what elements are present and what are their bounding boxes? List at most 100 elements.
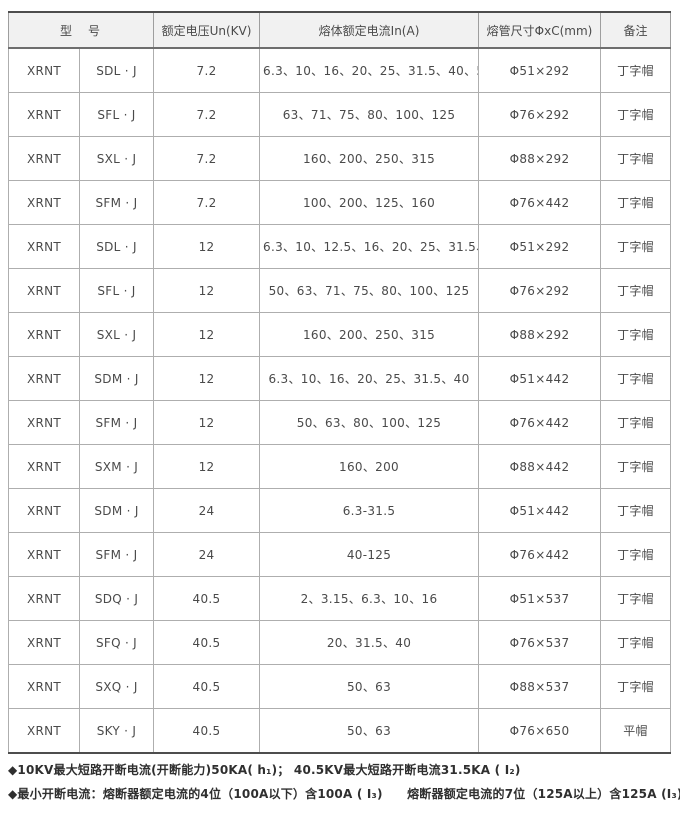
cell-cap-type: 丁字帽 [600, 92, 672, 137]
cell-series: XRNT [8, 620, 80, 665]
cell-model: SDM · J [78, 356, 155, 401]
cell-model: SDL · J [78, 224, 155, 269]
cell-voltage: 12 [153, 400, 261, 445]
cell-currents: 160、200、250、315 [259, 136, 480, 181]
cell-series: XRNT [8, 268, 80, 313]
table-row: XRNT SFM · J 7.2 100、200、125、160 Φ76×442… [8, 180, 672, 225]
table-row: XRNT SKY · J 40.5 50、63 Φ76×650 平帽 [8, 708, 672, 754]
cell-size: Φ88×292 [478, 136, 602, 181]
cell-voltage: 7.2 [153, 136, 261, 181]
table-row: XRNT SDM · J 24 6.3-31.5 Φ51×442 丁字帽 [8, 488, 672, 533]
cell-currents: 6.3、10、16、20、25、31.5、40、50 [259, 47, 480, 93]
cell-currents: 2、3.15、6.3、10、16 [259, 576, 480, 621]
table-row: XRNT SDL · J 12 6.3、10、12.5、16、20、25、31.… [8, 224, 672, 269]
cell-size: Φ88×537 [478, 664, 602, 709]
table-row: XRNT SDM · J 12 6.3、10、16、20、25、31.5、40 … [8, 356, 672, 401]
cell-currents: 100、200、125、160 [259, 180, 480, 225]
cell-series: XRNT [8, 576, 80, 621]
cell-cap-type: 丁字帽 [600, 356, 672, 401]
cell-size: Φ76×442 [478, 400, 602, 445]
footnote-breaking-capacity: ◆10KV最大短路开断电流(开断能力)50KA( h₁)； 40.5KV最大短路… [8, 763, 521, 777]
cell-size: Φ76×442 [478, 180, 602, 225]
cell-size: Φ76×442 [478, 532, 602, 577]
cell-model: SKY · J [78, 708, 155, 754]
cell-size: Φ51×292 [478, 224, 602, 269]
cell-size: Φ76×537 [478, 620, 602, 665]
table-row: XRNT SXL · J 7.2 160、200、250、315 Φ88×292… [8, 136, 672, 181]
cell-size: Φ51×442 [478, 488, 602, 533]
cell-voltage: 7.2 [153, 47, 261, 93]
fuse-spec-table: 型 号 额定电压Un(KV) 熔体额定电流In(A) 熔管尺寸ΦxC(mm) 备… [7, 11, 672, 754]
cell-model: SFM · J [78, 400, 155, 445]
cell-voltage: 12 [153, 268, 261, 313]
table-row: XRNT SFL · J 12 50、63、71、75、80、100、125 Φ… [8, 268, 672, 313]
cell-series: XRNT [8, 312, 80, 357]
cell-currents: 6.3、10、12.5、16、20、25、31.5、40 [259, 224, 480, 269]
cell-size: Φ51×442 [478, 356, 602, 401]
cell-voltage: 24 [153, 488, 261, 533]
cell-model: SDL · J [78, 47, 155, 93]
cell-model: SXM · J [78, 444, 155, 489]
cell-size: Φ76×292 [478, 92, 602, 137]
cell-voltage: 12 [153, 356, 261, 401]
cell-currents: 63、71、75、80、100、125 [259, 92, 480, 137]
cell-series: XRNT [8, 532, 80, 577]
cell-model: SFM · J [78, 180, 155, 225]
table-row: XRNT SFL · J 7.2 63、71、75、80、100、125 Φ76… [8, 92, 672, 137]
cell-series: XRNT [8, 708, 80, 754]
cell-currents: 40-125 [259, 532, 480, 577]
cell-currents: 6.3-31.5 [259, 488, 480, 533]
cell-model: SDM · J [78, 488, 155, 533]
table-row: XRNT SFQ · J 40.5 20、31.5、40 Φ76×537 丁字帽 [8, 620, 672, 665]
table-row: XRNT SFM · J 24 40-125 Φ76×442 丁字帽 [8, 532, 672, 577]
header-voltage: 额定电压Un(KV) [153, 11, 261, 49]
cell-size: Φ76×650 [478, 708, 602, 754]
cell-voltage: 40.5 [153, 708, 261, 754]
cell-voltage: 24 [153, 532, 261, 577]
header-model: 型 号 [7, 11, 155, 49]
table-row: XRNT SDL · J 7.2 6.3、10、16、20、25、31.5、40… [8, 47, 672, 93]
cell-model: SFQ · J [78, 620, 155, 665]
cell-cap-type: 丁字帽 [600, 664, 672, 709]
cell-series: XRNT [8, 224, 80, 269]
cell-voltage: 12 [153, 444, 261, 489]
table-row: XRNT SXQ · J 40.5 50、63 Φ88×537 丁字帽 [8, 664, 672, 709]
cell-model: SFM · J [78, 532, 155, 577]
cell-voltage: 40.5 [153, 576, 261, 621]
header-current: 熔体额定电流In(A) [259, 11, 480, 49]
cell-size: Φ88×442 [478, 444, 602, 489]
cell-model: SXL · J [78, 312, 155, 357]
header-remark: 备注 [600, 11, 672, 49]
cell-voltage: 40.5 [153, 664, 261, 709]
cell-currents: 50、63、71、75、80、100、125 [259, 268, 480, 313]
cell-size: Φ51×537 [478, 576, 602, 621]
cell-size: Φ51×292 [478, 47, 602, 93]
cell-model: SFL · J [78, 268, 155, 313]
cell-currents: 6.3、10、16、20、25、31.5、40 [259, 356, 480, 401]
table-row: XRNT SFM · J 12 50、63、80、100、125 Φ76×442… [8, 400, 672, 445]
cell-cap-type: 丁字帽 [600, 488, 672, 533]
cell-model: SXQ · J [78, 664, 155, 709]
cell-cap-type: 丁字帽 [600, 620, 672, 665]
cell-model: SDQ · J [78, 576, 155, 621]
cell-series: XRNT [8, 47, 80, 93]
cell-currents: 50、63、80、100、125 [259, 400, 480, 445]
header-size: 熔管尺寸ΦxC(mm) [478, 11, 602, 49]
cell-cap-type: 丁字帽 [600, 136, 672, 181]
footnote-min-breaking-current: ◆最小开断电流：熔断器额定电流的4位（100A以下）含100A ( I₃) 熔断… [8, 787, 680, 801]
table-row: XRNT SXM · J 12 160、200 Φ88×442 丁字帽 [8, 444, 672, 489]
cell-size: Φ88×292 [478, 312, 602, 357]
cell-model: SFL · J [78, 92, 155, 137]
cell-currents: 50、63 [259, 708, 480, 754]
cell-cap-type: 丁字帽 [600, 444, 672, 489]
cell-series: XRNT [8, 180, 80, 225]
cell-series: XRNT [8, 488, 80, 533]
cell-cap-type: 丁字帽 [600, 268, 672, 313]
cell-series: XRNT [8, 664, 80, 709]
cell-series: XRNT [8, 92, 80, 137]
cell-voltage: 7.2 [153, 180, 261, 225]
cell-voltage: 12 [153, 312, 261, 357]
cell-series: XRNT [8, 136, 80, 181]
cell-cap-type: 丁字帽 [600, 47, 672, 93]
